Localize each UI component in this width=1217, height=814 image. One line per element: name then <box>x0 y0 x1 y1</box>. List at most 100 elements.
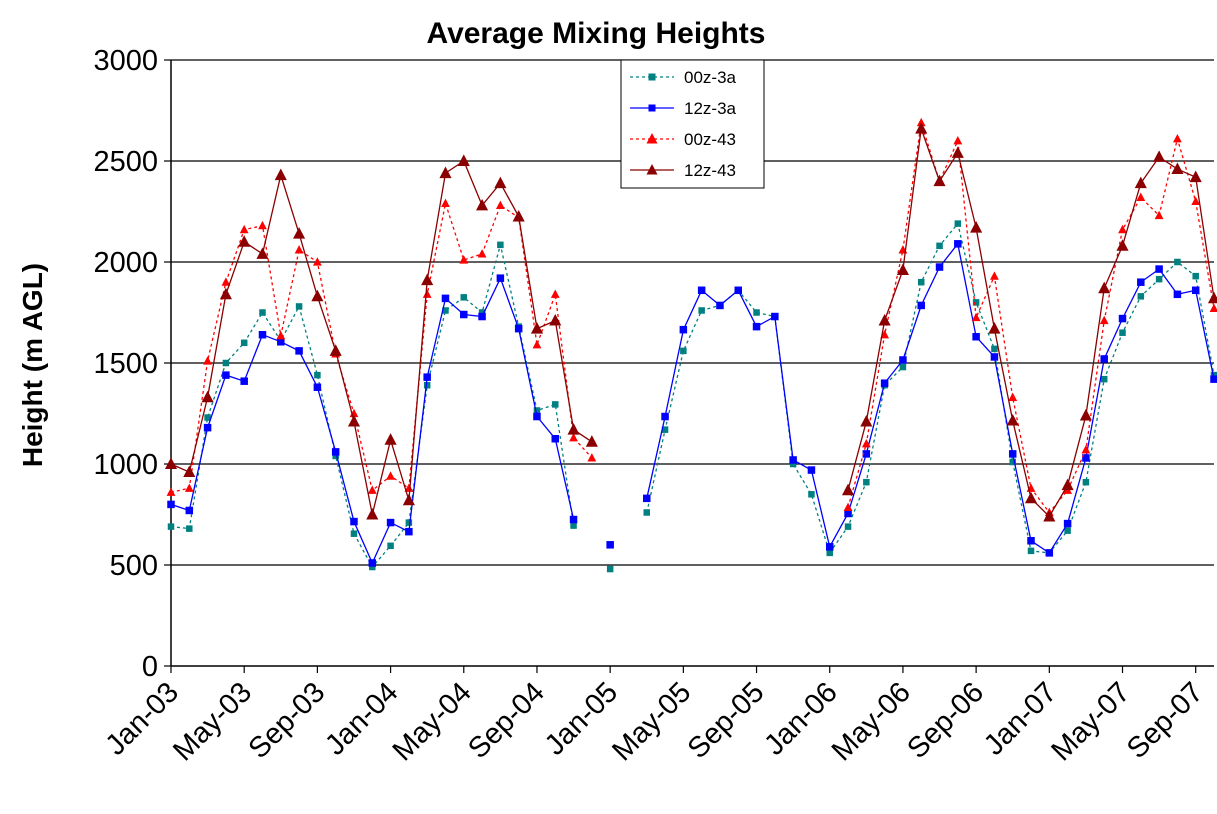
data-point-00z-3a-3 <box>222 359 230 367</box>
data-point-00z-43-4 <box>239 224 249 234</box>
data-point-00z-43-6 <box>276 330 286 340</box>
legend-entry-12z-3a: 12z-3a <box>630 99 737 118</box>
data-point-00z-43-38 <box>861 439 871 448</box>
data-point-00z-43-5 <box>258 220 267 230</box>
data-point-00z-3a-53 <box>1137 293 1145 300</box>
x-tick-label-May-07: May-07 <box>1045 676 1136 767</box>
data-point-12z-43-14 <box>421 273 434 286</box>
data-point-12z-43-9 <box>329 344 342 356</box>
data-point-00z-3a-47 <box>1027 547 1035 555</box>
data-point-12z-3a-17 <box>478 312 486 321</box>
data-point-12z-3a-22 <box>569 515 578 524</box>
legend-label-12z-43: 12z-43 <box>684 161 736 180</box>
data-point-00z-43-17 <box>477 249 487 258</box>
data-point-00z-43-39 <box>880 329 890 339</box>
data-point-00z-43-43 <box>953 136 963 145</box>
data-point-00z-43-53 <box>1136 192 1146 201</box>
data-point-12z-3a-40 <box>899 356 907 364</box>
data-point-12z-43-48 <box>1043 509 1056 522</box>
data-point-12z-3a-0 <box>167 500 175 509</box>
data-point-00z-3a-37 <box>844 523 852 530</box>
data-point-00z-3a-4 <box>240 339 248 347</box>
data-point-00z-43-13 <box>404 483 414 492</box>
series-layer <box>164 117 1217 573</box>
data-point-12z-3a-4 <box>240 377 248 385</box>
data-point-12z-3a-14 <box>423 373 431 381</box>
data-point-00z-3a-29 <box>698 307 705 314</box>
data-point-12z-43-52 <box>1116 239 1129 251</box>
data-point-12z-3a-19 <box>514 324 523 333</box>
data-point-12z-43-0 <box>164 457 178 469</box>
legend-marker-00z-43 <box>646 133 658 144</box>
y-tick-label-1000: 1000 <box>93 449 158 481</box>
data-point-00z-43-21 <box>550 289 560 298</box>
data-point-12z-43-6 <box>274 168 287 181</box>
y-tick-label-500: 500 <box>110 550 158 582</box>
data-point-00z-43-50 <box>1081 445 1091 454</box>
data-point-12z-3a-11 <box>368 559 377 567</box>
data-point-00z-43-3 <box>221 277 231 286</box>
data-point-00z-3a-52 <box>1119 329 1126 336</box>
data-point-12z-43-23 <box>585 435 598 447</box>
data-point-12z-3a-5 <box>258 330 267 339</box>
data-point-00z-3a-0 <box>167 523 175 530</box>
data-point-12z-43-42 <box>933 174 946 187</box>
data-point-12z-43-1 <box>183 465 196 478</box>
data-point-12z-3a-51 <box>1100 355 1108 363</box>
series-12z-3a <box>167 240 1217 567</box>
data-point-00z-3a-14 <box>423 381 431 389</box>
series-line-12z-3a <box>170 276 575 565</box>
data-point-12z-3a-12 <box>386 518 395 527</box>
legend: 00z-3a 12z-3a 00z-43 12z-43 <box>620 59 765 189</box>
data-point-00z-43-45 <box>990 271 999 280</box>
y-tick-label-1500: 1500 <box>93 348 158 380</box>
data-point-00z-3a-38 <box>863 478 870 486</box>
legend-marker-00z-3a <box>648 73 656 81</box>
data-point-00z-3a-44 <box>972 299 980 306</box>
data-point-12z-3a-48 <box>1045 549 1054 557</box>
data-point-00z-43-55 <box>1173 133 1182 143</box>
data-point-12z-43-39 <box>878 313 891 326</box>
axes <box>164 59 1214 673</box>
data-point-12z-43-47 <box>1024 491 1038 504</box>
data-point-12z-3a-43 <box>954 240 962 248</box>
series-line-12z-3a <box>646 242 1215 554</box>
legend-label-12z-3a: 12z-3a <box>684 99 737 118</box>
data-point-12z-3a-15 <box>441 294 450 303</box>
data-point-12z-43-19 <box>512 209 525 222</box>
data-point-12z-3a-53 <box>1137 278 1145 286</box>
data-point-00z-3a-13 <box>405 519 413 526</box>
data-point-00z-3a-1 <box>186 525 193 532</box>
chart-title: Average Mixing Heights <box>427 17 766 50</box>
data-point-12z-3a-35 <box>807 466 816 474</box>
data-point-12z-3a-13 <box>405 527 413 536</box>
data-point-12z-43-21 <box>549 313 562 326</box>
data-point-00z-3a-11 <box>369 563 376 571</box>
data-point-12z-43-44 <box>970 221 983 233</box>
data-point-00z-43-11 <box>367 485 377 494</box>
y-tick-labels: 0 500 1000 1500 2000 2500 3000 <box>93 45 158 683</box>
data-point-12z-3a-38 <box>862 450 871 458</box>
data-point-12z-3a-44 <box>972 332 980 341</box>
data-point-00z-43-18 <box>495 200 505 210</box>
data-point-00z-43-46 <box>1008 392 1018 401</box>
data-point-12z-3a-21 <box>551 435 560 443</box>
data-point-12z-3a-55 <box>1173 290 1182 299</box>
data-point-00z-43-37 <box>843 502 853 512</box>
data-point-12z-3a-39 <box>880 379 889 387</box>
data-point-12z-43-50 <box>1079 408 1092 421</box>
y-axis-label: Height (m AGL) <box>17 263 48 467</box>
data-point-00z-3a-51 <box>1100 375 1108 383</box>
data-point-00z-3a-32 <box>753 309 760 316</box>
data-point-00z-3a-10 <box>350 530 358 537</box>
data-point-00z-3a-16 <box>460 294 468 301</box>
data-point-12z-3a-20 <box>533 412 541 421</box>
data-point-00z-3a-50 <box>1082 478 1090 486</box>
legend-label-00z-43: 00z-43 <box>684 130 736 149</box>
data-point-00z-43-54 <box>1154 210 1164 220</box>
legend-box <box>620 59 765 189</box>
data-point-12z-43-51 <box>1098 281 1111 294</box>
legend-label-00z-3a: 00z-3a <box>684 68 737 87</box>
data-point-00z-3a-57 <box>1210 371 1217 379</box>
